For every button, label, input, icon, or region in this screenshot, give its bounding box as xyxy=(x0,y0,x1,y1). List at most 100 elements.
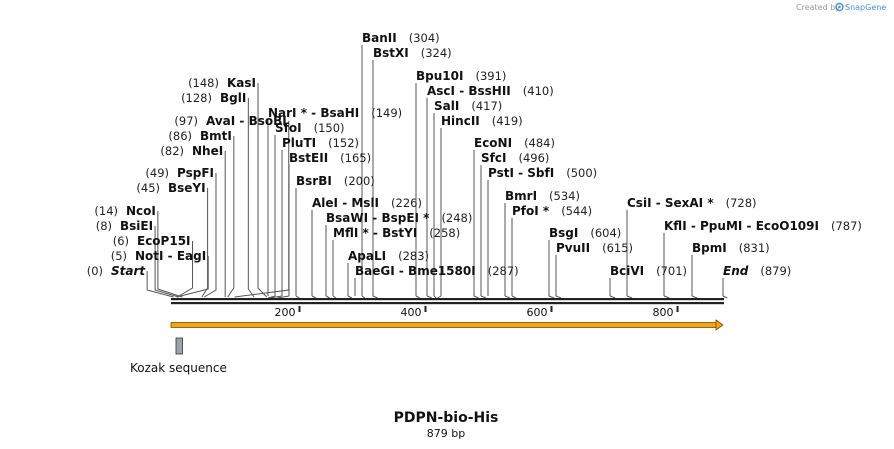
site-pfoi[interactable]: PfoI * (544) xyxy=(512,204,592,218)
site-bsiei[interactable]: BsiEI (8) xyxy=(96,219,153,233)
site-bpmi[interactable]: BpmI (831) xyxy=(692,241,770,255)
site-bsrbi[interactable]: BsrBI (200) xyxy=(296,174,375,188)
site-end[interactable]: End (879) xyxy=(723,264,791,278)
site-hincii[interactable]: HincII (419) xyxy=(441,114,523,128)
backbone-top-strand xyxy=(171,298,724,301)
site-position: (701) xyxy=(656,264,687,278)
site-label-sali: SalI xyxy=(434,99,459,113)
site-pvuii[interactable]: PvuII (615) xyxy=(556,241,633,255)
kozak-feature[interactable]: Kozak sequence xyxy=(130,337,227,375)
leader-line xyxy=(347,295,353,299)
enzyme-name: BglI xyxy=(220,91,246,105)
site-asci-bsshii[interactable]: AscI - BssHII (410) xyxy=(427,84,554,98)
enzyme-name: BmrI xyxy=(505,189,537,203)
site-bmri[interactable]: BmrI (534) xyxy=(505,189,580,203)
enzyme-name: BsiEI xyxy=(120,219,153,233)
snapgene-credit[interactable]: Created by SnapGene xyxy=(796,2,886,12)
enzyme-name: BstEII xyxy=(289,151,328,165)
site-psti-sbfi[interactable]: PstI - SbfI (500) xyxy=(488,166,597,180)
site-label-mfli-bstyi: MflI * - BstYI xyxy=(333,226,417,240)
site-pspfi[interactable]: PspFI (49) xyxy=(145,166,214,180)
site-bmti[interactable]: BmtI (86) xyxy=(168,129,231,143)
leader-line xyxy=(234,121,290,298)
site-baegi-bme1580i[interactable]: BaeGI - Bme1580I (287) xyxy=(355,264,519,278)
leader-line xyxy=(511,295,517,299)
site-label-pluti: PluTI xyxy=(282,136,316,150)
site-label-nhei: NheI xyxy=(192,144,223,158)
leader-line xyxy=(504,295,511,299)
site-bseyi[interactable]: BseYI (45) xyxy=(136,181,205,195)
site-position: (496) xyxy=(518,151,549,165)
site-mfli-bstyi[interactable]: MflI * - BstYI (258) xyxy=(333,226,460,240)
orf-arrow[interactable] xyxy=(170,319,724,331)
site-label-pfoi: PfoI * xyxy=(512,204,550,218)
site-bsteii[interactable]: BstEII (165) xyxy=(289,151,371,165)
enzyme-name: EcoNI xyxy=(474,136,512,150)
site-position: (82) xyxy=(160,144,184,158)
enzyme-name: BsaWI xyxy=(326,211,368,225)
enzyme-name: NcoI xyxy=(126,204,156,218)
site-position: (484) xyxy=(524,136,555,150)
ruler-tick xyxy=(424,306,427,312)
site-labels: Start (0) NotI - EagI (5) EcoP15I (6)BsiEI (8)… xyxy=(87,31,862,278)
site-ncoi[interactable]: NcoI (14) xyxy=(94,204,155,218)
site-position: (604) xyxy=(590,226,621,240)
site-bstxi[interactable]: BstXI (324) xyxy=(373,46,452,60)
site-kasi[interactable]: KasI (148) xyxy=(188,76,256,90)
leader-line xyxy=(548,295,555,299)
enzyme-name: End xyxy=(723,264,749,278)
site-position: (258) xyxy=(429,226,460,240)
site-alei-msli[interactable]: AleI - MslI (226) xyxy=(312,196,422,210)
enzyme-name: PvuII xyxy=(556,241,590,255)
enzyme-name: KasI xyxy=(227,76,256,90)
credit-brand: SnapGene xyxy=(845,3,886,12)
site-ecop15i[interactable]: EcoP15I (6) xyxy=(113,234,191,248)
site-banii[interactable]: BanII (304) xyxy=(362,31,440,45)
site-csii-sexai[interactable]: CsiI - SexAI * (728) xyxy=(627,196,757,210)
site-label-bseyi: BseYI xyxy=(168,181,206,195)
leader-line xyxy=(433,295,437,299)
site-label-psti-sbfi: PstI - SbfI xyxy=(488,166,554,180)
ruler: 200 400 600 800 xyxy=(275,306,679,319)
site-bgli[interactable]: BglI (128) xyxy=(181,91,246,105)
site-separator: - xyxy=(369,226,382,240)
enzyme-name: NheI xyxy=(192,144,223,158)
enzyme-name: MslI xyxy=(351,196,379,210)
ruler-tick xyxy=(676,306,679,312)
site-label-bsrbi: BsrBI xyxy=(296,174,332,188)
site-sfci[interactable]: SfcI (496) xyxy=(481,151,549,165)
site-noti-eagi[interactable]: NotI - EagI (5) xyxy=(111,249,207,263)
site-econi[interactable]: EcoNI (484) xyxy=(474,136,555,150)
leader-line xyxy=(227,136,235,298)
site-separator: - xyxy=(742,219,755,233)
enzyme-name: PfoI * xyxy=(512,204,550,218)
site-bsawi-bspei[interactable]: BsaWI - BspEI * (248) xyxy=(326,211,472,225)
site-apali[interactable]: ApaLI (283) xyxy=(348,249,429,263)
site-separator: - xyxy=(514,166,527,180)
site-nari-bsahi[interactable]: NarI * - BsaHI (149) xyxy=(268,106,402,120)
site-position: (615) xyxy=(602,241,633,255)
site-pluti[interactable]: PluTI (152) xyxy=(282,136,359,150)
site-position: (6) xyxy=(113,234,129,248)
site-bsgi[interactable]: BsgI (604) xyxy=(549,226,621,240)
site-avai-bsobi[interactable]: AvaI - BsoBI (97) xyxy=(174,114,286,128)
site-label-ecop15i: EcoP15I xyxy=(137,234,191,248)
leader-line xyxy=(361,295,366,299)
site-sfoi[interactable]: SfoI (150) xyxy=(275,121,345,135)
site-position: (0) xyxy=(87,264,103,278)
site-position: (49) xyxy=(145,166,169,180)
site-bpu10i[interactable]: Bpu10I (391) xyxy=(416,69,506,83)
leader-line xyxy=(332,295,337,299)
leader-line xyxy=(722,295,728,299)
site-kfli-ppumi-ecoo109i[interactable]: KflI - PpuMI - EcoO109I (787) xyxy=(664,219,862,233)
ruler-tick xyxy=(550,306,553,312)
site-bcivi[interactable]: BciVI (701) xyxy=(610,264,687,278)
site-position: (128) xyxy=(181,91,212,105)
site-nhei[interactable]: NheI (82) xyxy=(160,144,223,158)
enzyme-name: MflI * xyxy=(333,226,369,240)
ruler-tick-label: 800 xyxy=(653,306,674,319)
site-sali[interactable]: SalI (417) xyxy=(434,99,502,113)
site-start[interactable]: Start (0) xyxy=(87,264,147,278)
leader-line xyxy=(437,295,442,299)
site-position: (165) xyxy=(340,151,371,165)
